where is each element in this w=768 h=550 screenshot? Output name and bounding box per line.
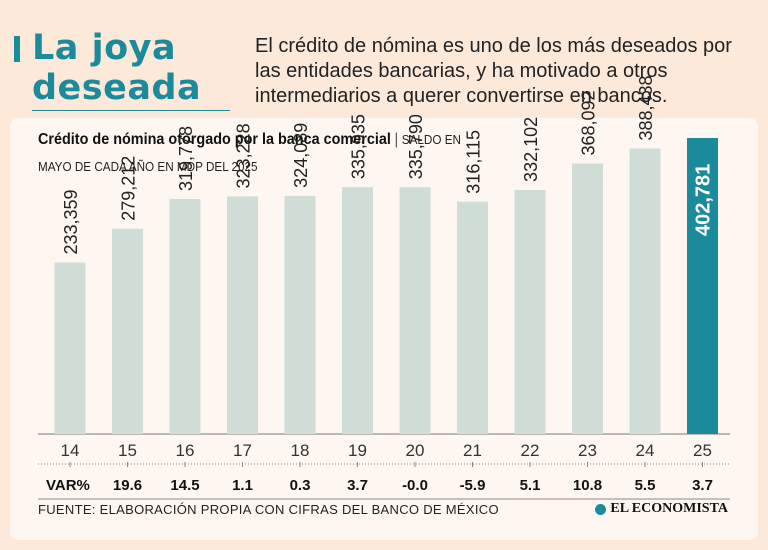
value-label-19: 335,935 [349, 114, 369, 179]
x-tick-18: 18 [291, 441, 310, 460]
bar-14 [54, 262, 86, 434]
var-value-19: 3.7 [347, 477, 368, 494]
bar-22 [514, 189, 546, 434]
value-label-16: 319,778 [176, 126, 196, 191]
var-value-23: 10.8 [573, 477, 602, 494]
source-note: FUENTE: ELABORACIÓN PROPIA CON CIFRAS DE… [38, 502, 499, 517]
chart-title: Crédito de nómina otorgado por la banca … [38, 130, 461, 150]
brand: EL ECONOMISTA [595, 501, 728, 517]
value-label-23: 368,092 [579, 90, 599, 155]
value-label-22: 332,102 [521, 117, 541, 182]
value-label-15: 279,212 [119, 156, 139, 221]
bar-20 [399, 187, 431, 434]
bar-24 [629, 148, 661, 435]
value-label-14: 233,359 [61, 189, 81, 254]
x-tick-25: 25 [693, 441, 712, 460]
value-label-18: 324,089 [291, 123, 311, 188]
bar-19 [342, 187, 373, 434]
headline: La joya deseada [32, 28, 201, 108]
bar-21 [457, 201, 488, 434]
var-value-22: 5.1 [520, 477, 541, 494]
var-value-16: 14.5 [170, 477, 199, 494]
x-tick-20: 20 [406, 441, 425, 460]
var-value-17: 1.1 [232, 477, 253, 494]
value-label-17: 323,228 [234, 123, 254, 188]
var-value-25: 3.7 [692, 477, 713, 494]
bar-17 [227, 196, 258, 434]
chart-title-main: Crédito de nómina otorgado por la banca … [38, 131, 391, 148]
x-tick-15: 15 [118, 441, 137, 460]
var-value-21: -5.9 [460, 477, 486, 494]
var-value-15: 19.6 [113, 477, 142, 494]
title-separator: | [394, 131, 399, 148]
x-tick-22: 22 [521, 441, 540, 460]
brand-name: EL ECONOMISTA [610, 501, 728, 516]
chart-subtitle-part2: MAYO DE CADA AÑO EN MDP DEL 2025 [38, 159, 258, 174]
value-label-20: 335,790 [406, 114, 426, 179]
x-tick-14: 14 [61, 441, 80, 460]
value-label-21: 316,115 [464, 130, 484, 194]
bar-25 [687, 138, 718, 434]
x-tick-17: 17 [233, 441, 252, 460]
headline-line-2: deseada [32, 68, 202, 108]
bar-23 [572, 163, 603, 435]
economista-logo-icon [595, 503, 607, 515]
var-label: VAR% [46, 477, 90, 494]
x-tick-19: 19 [348, 441, 367, 460]
var-value-20: -0.0 [402, 477, 428, 494]
x-tick-23: 23 [578, 441, 597, 460]
headline-line-1: La joya [32, 28, 177, 68]
var-value-24: 5.5 [635, 477, 656, 494]
headline-rule [32, 110, 230, 111]
intro-text: El crédito de nómina es uno de los más d… [255, 35, 732, 107]
bar-16 [169, 198, 201, 434]
bar-18 [284, 195, 316, 434]
chart-subtitle-part1: SALDO EN [401, 132, 461, 147]
var-value-18: 0.3 [290, 477, 311, 494]
headline-accent-bar [14, 36, 20, 62]
value-label-24: 388,438 [636, 75, 656, 140]
bar-15 [112, 228, 143, 434]
x-tick-21: 21 [463, 441, 482, 460]
value-label-25: 402,781 [693, 164, 715, 236]
x-tick-16: 16 [176, 441, 195, 460]
x-tick-24: 24 [636, 441, 655, 460]
